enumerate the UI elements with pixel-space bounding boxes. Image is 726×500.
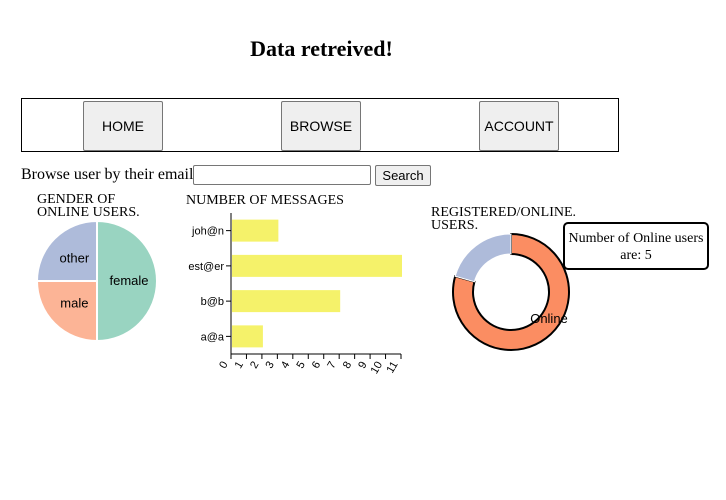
pie-label-male: male [60, 296, 88, 311]
bar-b@b [232, 290, 341, 313]
bar-joh@n [232, 219, 279, 242]
gender-chart-title: GENDER OF ONLINE USERS. [37, 192, 140, 220]
search-row: Browse user by their email Search [21, 164, 431, 186]
x-tick-label: 8 [341, 360, 354, 371]
x-tick-label: 0 [217, 360, 230, 371]
pie-label-other: other [60, 250, 90, 265]
email-search-input[interactable] [193, 165, 372, 185]
pie-label-female: female [109, 273, 148, 288]
online-users-tooltip: Number of Online users are: 5 [563, 222, 709, 270]
x-tick-label: 3 [264, 360, 277, 371]
x-tick-label: 1 [233, 360, 246, 371]
account-button[interactable]: ACCOUNT [479, 101, 559, 151]
registered-online-donut: Online [452, 232, 570, 351]
x-tick-label: 9 [356, 360, 369, 371]
donut-slice-online [452, 232, 570, 351]
messages-bar-chart: joh@n est@er b@b a@a 0 1 2 3 4 5 6 7 8 910 11 [188, 213, 402, 377]
gender-pie-chart: female male other [35, 219, 158, 343]
x-tick-label: 7 [325, 360, 338, 371]
x-tick-label: 2 [248, 360, 261, 371]
y-tick-label: b@b [201, 296, 224, 308]
donut-slice-registered [454, 233, 512, 283]
nav-bar: HOME BROWSE ACCOUNT [21, 98, 619, 152]
search-button[interactable]: Search [375, 164, 431, 186]
y-tick-label: est@er [188, 261, 224, 273]
messages-chart-title: NUMBER OF MESSAGES [186, 193, 344, 208]
registered-chart-title: REGISTERED/ONLINE. USERS. [431, 205, 577, 233]
x-tick-label: 10 [369, 360, 386, 377]
home-button[interactable]: HOME [83, 101, 163, 151]
bar-est@er [232, 254, 402, 277]
y-tick-label: a@a [201, 331, 225, 343]
page-heading: Data retreived! [250, 36, 393, 61]
search-label: Browse user by their email [21, 166, 194, 183]
pie-slice-female [96, 219, 158, 343]
donut-label-online: Online [530, 311, 568, 326]
y-tick-label: joh@n [191, 226, 224, 238]
x-tick-label: 5 [294, 360, 307, 371]
bar-a@a [232, 325, 263, 348]
pie-slice-male [35, 280, 98, 343]
x-tick-label: 4 [279, 360, 292, 371]
x-tick-label: 11 [384, 360, 400, 376]
pie-slice-other [35, 219, 98, 282]
x-tick-label: 6 [310, 360, 323, 371]
browse-button[interactable]: BROWSE [281, 101, 361, 151]
